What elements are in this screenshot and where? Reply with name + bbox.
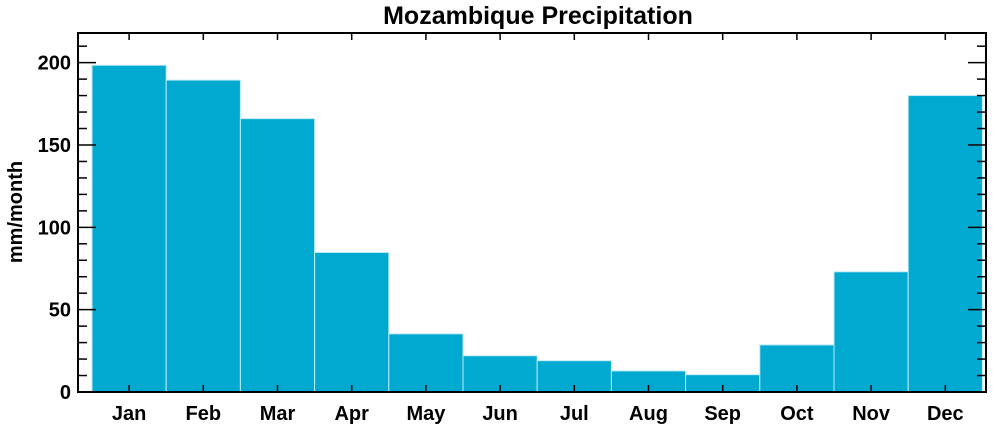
bar-apr (314, 252, 390, 393)
bars-group (91, 64, 983, 393)
y-tick-label: 150 (38, 135, 71, 157)
x-tick-label: Feb (186, 403, 222, 425)
y-tick-label: 200 (38, 53, 71, 75)
bar-feb (165, 79, 241, 393)
x-tick-label: Apr (334, 403, 369, 425)
x-tick-label: Oct (780, 403, 814, 425)
y-axis-label: mm/month (5, 161, 27, 263)
x-tick-label: Sep (704, 403, 741, 425)
plot-frame (77, 32, 987, 393)
bar-oct (759, 344, 835, 393)
bar-jan (91, 64, 167, 393)
x-tick-label: Dec (927, 403, 964, 425)
x-tick-label: May (406, 403, 446, 425)
x-tick-label: Jul (560, 403, 589, 425)
x-tick-label: Nov (852, 403, 891, 425)
bar-nov (833, 271, 909, 393)
y-tick-label: 50 (49, 300, 71, 322)
bar-may (388, 333, 464, 393)
y-tick-label: 0 (60, 382, 71, 404)
bar-dec (907, 95, 983, 393)
x-tick-label: Jun (482, 403, 518, 425)
x-tick-label: Aug (629, 403, 668, 425)
bar-mar (239, 118, 316, 393)
axes-group: Jan Feb Mar Apr May Jun Jul Aug Sep Oct Nov Dec 0 50 1… (38, 32, 987, 425)
x-tick-label: Jan (112, 403, 146, 425)
y-tick-label: 100 (38, 217, 71, 239)
x-tick-label: Mar (260, 403, 296, 425)
chart-title: Mozambique Precipitation (383, 2, 693, 30)
